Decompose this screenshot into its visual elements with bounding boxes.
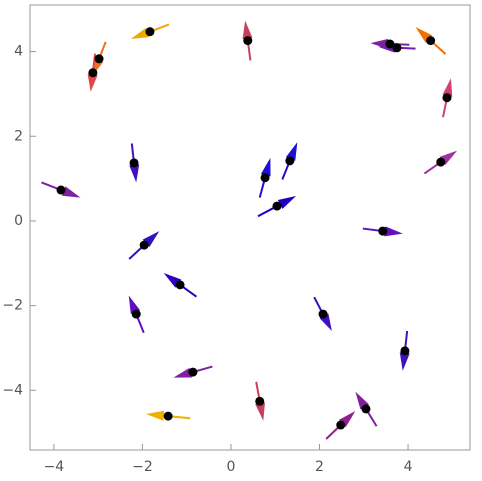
point — [400, 346, 410, 356]
arrow-head — [61, 186, 81, 198]
point — [260, 173, 270, 183]
arrow-head — [260, 157, 271, 177]
point — [163, 411, 173, 421]
point — [318, 309, 328, 319]
arrow-head — [173, 367, 193, 378]
point — [361, 404, 371, 414]
arrow-head — [384, 226, 403, 237]
x-tick-label: −2 — [132, 459, 153, 475]
arrow-head — [285, 142, 298, 161]
arrow-head — [277, 195, 297, 209]
arrow-head — [442, 78, 453, 97]
x-tick-label: 0 — [227, 459, 236, 475]
y-tick-label: 4 — [14, 44, 23, 60]
point — [131, 309, 141, 319]
arrow-head — [128, 295, 141, 315]
x-tick-label: 2 — [315, 459, 324, 475]
plot-frame — [29, 4, 471, 451]
point — [385, 39, 395, 49]
point — [392, 43, 402, 53]
arrow-head — [255, 402, 266, 421]
point — [336, 420, 346, 430]
arrow-head — [130, 27, 150, 39]
x-tick-label: 4 — [404, 459, 413, 475]
point — [442, 93, 452, 103]
y-tick-label: 0 — [14, 213, 23, 229]
point — [88, 68, 98, 78]
point — [243, 36, 253, 46]
point — [378, 226, 388, 236]
point — [56, 185, 66, 195]
arrow-head — [87, 74, 98, 92]
arrow-head — [242, 20, 253, 40]
point — [129, 158, 139, 168]
point — [188, 367, 198, 377]
y-tick-label: 2 — [14, 128, 23, 144]
y-tick-label: −2 — [2, 298, 23, 314]
point — [139, 240, 149, 250]
point — [272, 201, 282, 211]
point — [285, 156, 295, 166]
y-tick-label: −4 — [2, 382, 23, 398]
point — [426, 36, 436, 46]
point — [94, 54, 104, 64]
x-tick-label: −4 — [44, 459, 65, 475]
point — [175, 280, 185, 290]
arrow-head — [145, 410, 165, 421]
arrow-head — [399, 352, 410, 371]
point — [436, 157, 446, 167]
point — [145, 27, 155, 37]
point — [255, 396, 265, 406]
arrow-head — [129, 164, 140, 183]
